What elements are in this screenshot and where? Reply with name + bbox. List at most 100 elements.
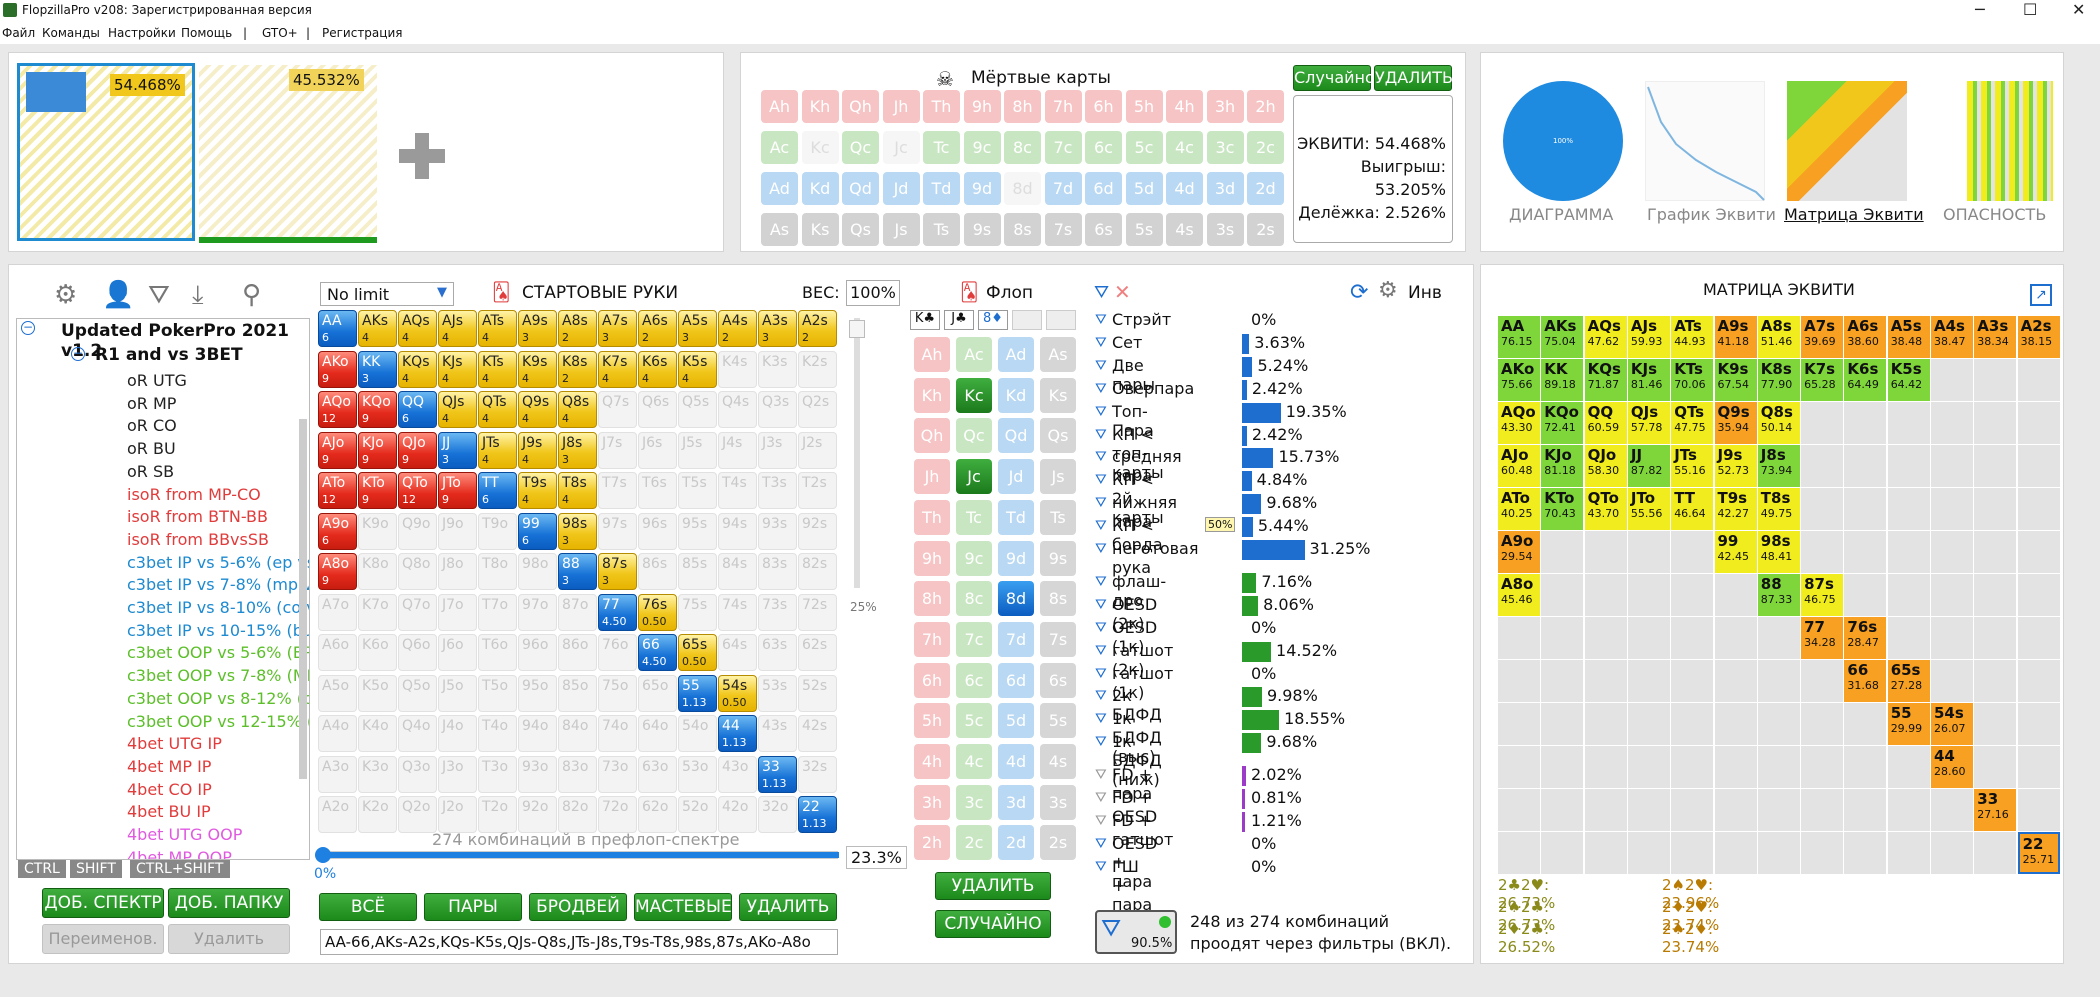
hand-cell[interactable]: J4s (718, 431, 757, 469)
matrix-cell[interactable]: AA 76.15 (1498, 316, 1540, 358)
matrix-cell[interactable] (1974, 703, 2017, 745)
matrix-cell[interactable] (1974, 746, 2017, 788)
hand-cell[interactable]: 64s (718, 634, 757, 671)
matrix-cell[interactable]: 88 87.33 (1757, 574, 1800, 616)
hand-cell[interactable]: AQs 4 (398, 310, 437, 347)
matrix-cell[interactable] (1844, 746, 1887, 788)
matrix-cell[interactable] (1801, 832, 1844, 874)
add-player-icon[interactable] (399, 133, 445, 179)
matrix-cell[interactable] (2017, 574, 2060, 616)
hand-cell[interactable]: 73o (598, 755, 637, 793)
flop-card[interactable]: 8c (956, 581, 992, 617)
hand-cell[interactable]: 65o (638, 674, 677, 712)
tree-item[interactable]: c3bet IP vs 7-8% (mp vs (127, 575, 310, 595)
hand-cell[interactable]: K8o (358, 553, 397, 590)
flop-card[interactable]: 7h (914, 621, 950, 657)
flop-card[interactable]: 4h (914, 744, 950, 779)
stat-filter-icon[interactable]: ⛛ (1095, 472, 1107, 489)
matrix-cell[interactable] (1974, 488, 2017, 530)
matrix-cell[interactable] (1498, 660, 1540, 702)
dead-card[interactable]: Ah (761, 90, 798, 123)
menu-help[interactable]: Помощь (181, 26, 233, 40)
matrix-cell[interactable]: K5s 64.42 (1887, 359, 1930, 401)
matrix-cell[interactable] (1931, 789, 1973, 831)
matrix-cell[interactable]: A9s 41.18 (1714, 316, 1757, 358)
hand-cell[interactable]: 43s (758, 715, 797, 752)
flop-card[interactable]: 3c (956, 784, 992, 820)
matrix-cell[interactable]: KQs 71.87 (1584, 359, 1627, 401)
equity-graph-thumb[interactable] (1645, 81, 1765, 201)
hand-cell[interactable]: 75o (598, 674, 637, 712)
hand-cell[interactable]: 93o (518, 755, 557, 793)
matrix-cell[interactable] (1757, 703, 1800, 745)
hand-cell[interactable]: 76o (598, 634, 637, 671)
random-dead-button[interactable]: Случайно (1293, 65, 1375, 91)
tree-item[interactable]: c3bet IP vs 8-10% (co vs (127, 598, 310, 617)
stat-filter-icon[interactable]: ⛛ (1095, 734, 1107, 751)
flop-card[interactable]: Jc (956, 459, 992, 495)
hand-cell[interactable]: 74o (598, 715, 637, 752)
hand-cell[interactable]: 43o (718, 755, 757, 793)
hand-cell[interactable]: 63s (758, 634, 797, 671)
dead-card[interactable]: Kc (801, 131, 839, 164)
hand-cell[interactable]: 94s (718, 512, 757, 550)
hand-cell[interactable]: J8s 3 (558, 431, 597, 469)
matrix-cell[interactable] (1714, 660, 1757, 702)
matrix-cell[interactable]: KQo 72.41 (1541, 402, 1584, 444)
matrix-cell[interactable] (1498, 832, 1540, 874)
matrix-cell[interactable] (1931, 531, 1973, 573)
matrix-cell[interactable] (1974, 660, 2017, 702)
matrix-cell[interactable] (1627, 789, 1670, 831)
menu-registration[interactable]: Регистрация (322, 26, 403, 40)
matrix-cell[interactable]: AKs 75.04 (1541, 316, 1584, 358)
flop-card[interactable]: 9s (1040, 540, 1076, 576)
stat-filter-icon[interactable]: ⛛ (1095, 596, 1107, 613)
hand-cell[interactable]: QQ 6 (398, 391, 437, 428)
flop-card[interactable]: Jh (914, 459, 950, 495)
hand-cell[interactable]: 75s (678, 593, 717, 631)
hand-cell[interactable]: T7o (478, 593, 517, 631)
matrix-cell[interactable] (1671, 703, 1714, 745)
matrix-cell[interactable] (1844, 832, 1887, 874)
hand-cell[interactable]: K5s 4 (678, 350, 717, 388)
hand-cell[interactable]: J3s (758, 431, 797, 469)
hand-cell[interactable]: A2s 2 (798, 310, 837, 347)
flop-delete-button[interactable]: УДАЛИТЬ (935, 872, 1051, 900)
hand-cell[interactable]: 98s 3 (558, 512, 597, 550)
matrix-cell[interactable] (1801, 488, 1844, 530)
dead-card[interactable]: Jd (882, 172, 920, 205)
tree-item[interactable]: 4bet UTG OOP (127, 825, 243, 844)
matrix-cell[interactable]: A3s 38.34 (1974, 316, 2017, 358)
range-text-input[interactable]: AA-66,AKs-A2s,KQs-K5s,QJs-Q8s,JTs-J8s,T9… (320, 929, 838, 955)
dead-card[interactable]: 7c (1044, 131, 1082, 164)
matrix-cell[interactable] (1584, 574, 1627, 616)
matrix-cell[interactable] (1931, 660, 1973, 702)
matrix-cell[interactable]: T8s 49.75 (1757, 488, 1800, 530)
stat-filter-icon[interactable]: ⛛ (1095, 573, 1107, 590)
dead-card[interactable]: 6c (1085, 131, 1122, 164)
matrix-cell[interactable]: QJs 57.78 (1627, 402, 1670, 444)
matrix-cell[interactable] (1714, 703, 1757, 745)
matrix-cell[interactable] (1757, 617, 1800, 659)
hand-cell[interactable]: T4o (478, 715, 517, 752)
matrix-cell[interactable] (1584, 617, 1627, 659)
tree-item[interactable]: oR MP (127, 393, 177, 413)
stat-filter-icon[interactable]: ⛛ (1095, 518, 1107, 535)
stat-filter-icon[interactable]: ⛛ (1095, 380, 1107, 397)
dead-card[interactable]: As (761, 213, 798, 246)
hand-cell[interactable]: T5s (678, 472, 717, 509)
hand-cell[interactable]: KTs 4 (478, 350, 517, 388)
matrix-cell[interactable] (1498, 746, 1540, 788)
matrix-cell[interactable] (2017, 402, 2060, 444)
tree-item[interactable]: isoR from MP-CO (127, 484, 261, 504)
hand-cell[interactable]: J3o (438, 755, 477, 793)
matrix-cell[interactable]: A8o 45.46 (1498, 574, 1540, 616)
hand-cell[interactable]: 44 1.13 (718, 715, 757, 752)
flop-card[interactable]: 5c (956, 703, 992, 739)
matrix-cell[interactable] (1671, 617, 1714, 659)
flop-card[interactable]: Ad (998, 337, 1034, 372)
hand-cell[interactable]: 83s (758, 553, 797, 590)
hand-cell[interactable]: Q8s 4 (558, 391, 597, 428)
filter-toggle-button[interactable]: ⛛ 90.5% (1095, 910, 1177, 954)
hand-cell[interactable]: T3s (758, 472, 797, 509)
